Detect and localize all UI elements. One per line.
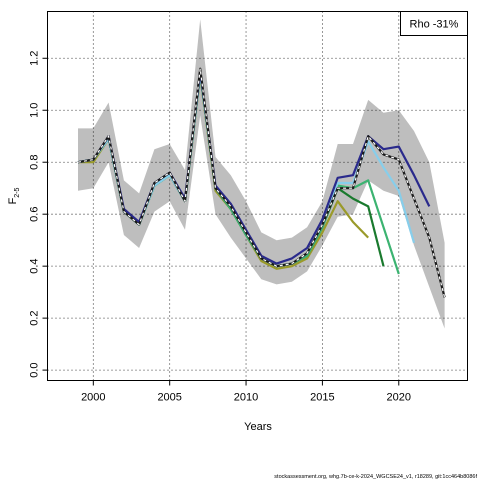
confidence-band-layer: [78, 19, 445, 329]
x-tick-label-2005: 2005: [157, 392, 181, 404]
y-axis-title-subscript: 2-5: [14, 187, 21, 197]
legend-box: [400, 11, 468, 36]
plot-frame: [47, 11, 468, 381]
y-tick-label-4: 0.8: [29, 155, 41, 170]
series-dash-terminal: [77, 68, 446, 298]
series-layer: [77, 67, 446, 298]
svg-text:F2-5: F2-5: [7, 187, 21, 204]
x-tick-label-2015: 2015: [310, 392, 334, 404]
axis-layer: 2000 2005 2010 2015 2020 0.0 0.2 0.4 0.6 0.8 1.0 1.…: [29, 51, 412, 404]
y-tick-label-3: 0.6: [29, 207, 41, 222]
confidence-band: [78, 19, 445, 329]
x-tick-label-2020: 2020: [387, 392, 411, 404]
x-tick-label-2000: 2000: [81, 392, 105, 404]
y-axis-title: F2-5: [7, 187, 21, 204]
grid-layer: [47, 11, 468, 381]
y-tick-label-1: 0.2: [29, 310, 41, 325]
y-tick-label-5: 1.0: [29, 103, 41, 118]
x-axis-title: Years: [244, 421, 272, 433]
x-tick-label-2010: 2010: [234, 392, 258, 404]
footer-note: stockassessment.org, whg.7b-ce-k-2024_WG…: [274, 474, 477, 480]
legend: Rho -31%: [400, 11, 468, 36]
y-tick-label-2: 0.4: [29, 259, 41, 274]
y-tick-label-6: 1.2: [29, 51, 41, 66]
y-axis-title-main: F: [7, 197, 19, 204]
legend-text: Rho -31%: [410, 19, 459, 31]
y-tick-label-0: 0.0: [29, 362, 41, 377]
